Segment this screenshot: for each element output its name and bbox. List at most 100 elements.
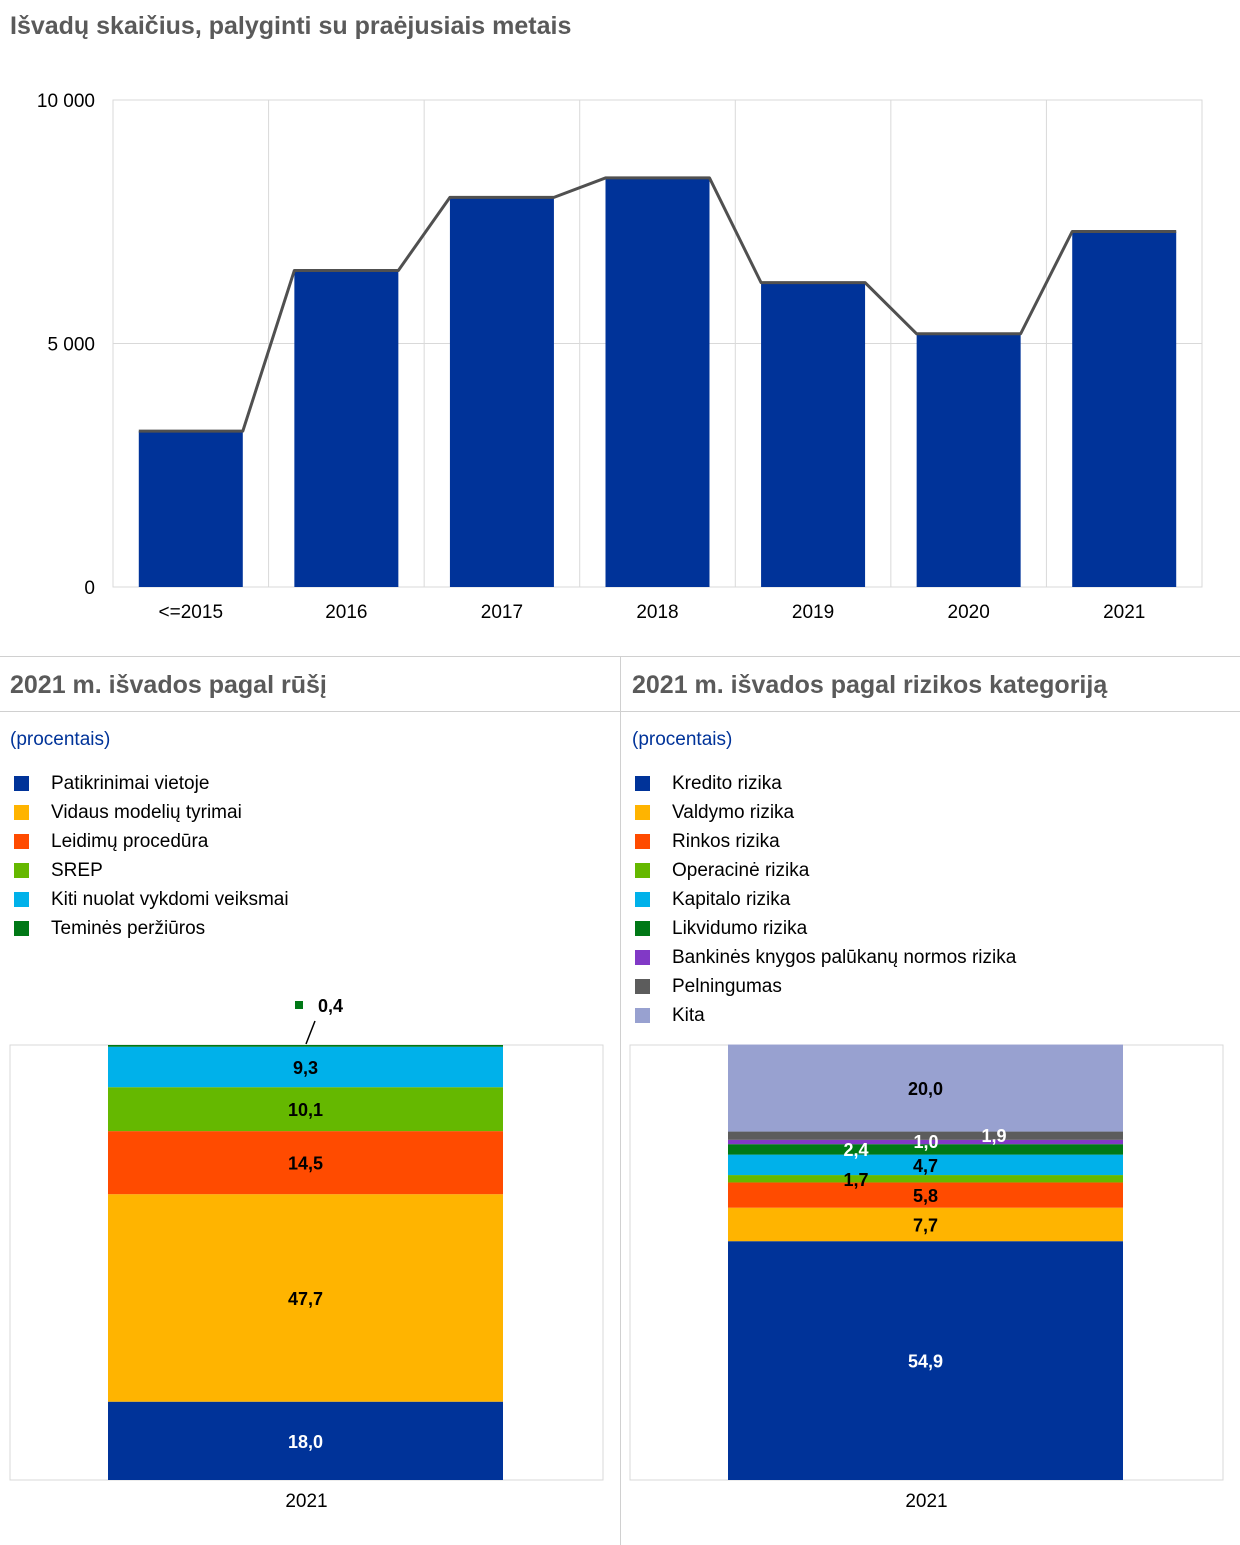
bar-2016 <box>294 270 399 587</box>
legend-label: Teminės peržiūros <box>51 917 206 939</box>
segment-srep <box>108 1087 503 1132</box>
label-marker <box>295 1001 303 1009</box>
bar-2017 <box>449 197 554 587</box>
bar-2021 <box>1072 231 1177 588</box>
legend-swatch <box>14 921 29 936</box>
data-label-kiti-nuolat-vykdomi-veiksmai: 9,3 <box>293 1058 318 1078</box>
legend-item-temines-perziuros: Teminės peržiūros <box>14 914 289 943</box>
segment-leidimu-procedura <box>108 1131 503 1195</box>
data-label-likvidumo-rizika: 2,4 <box>843 1140 868 1160</box>
x-tick-label: 2018 <box>636 602 678 623</box>
x-tick-label: 2017 <box>481 602 523 623</box>
segment-bankines-knygos-palukanu-normos-rizika <box>728 1139 1123 1145</box>
legend-swatch <box>635 921 650 936</box>
leader-line <box>305 1020 316 1045</box>
right-chart-title: 2021 m. išvados pagal rizikos kategoriją <box>632 671 1108 699</box>
legend-item-likvidumo-rizika: Likvidumo rizika <box>635 914 1016 943</box>
legend-swatch <box>635 1008 650 1023</box>
x-tick-label: 2021 <box>905 1491 947 1512</box>
title-underline-left <box>0 711 620 712</box>
y-tick-label: 5 000 <box>47 335 95 356</box>
left-stacked-bar-chart: 18,0 47,7 14,5 10,1 9,3 0,4 2021 <box>9 996 604 1512</box>
legend-item-kita: Kita <box>635 1001 1016 1030</box>
bar-2018 <box>605 177 710 588</box>
legend-swatch <box>635 863 650 878</box>
y-tick-label: 0 <box>84 578 95 599</box>
legend-item-kiti-nuolat-vykdomi-veiksmai: Kiti nuolat vykdomi veiksmai <box>14 885 289 914</box>
legend-swatch <box>635 892 650 907</box>
legend-swatch <box>635 979 650 994</box>
legend-label: Likvidumo rizika <box>672 917 808 939</box>
legend-swatch <box>635 834 650 849</box>
right-stacked-bar-chart: 54,9 7,7 5,8 1,7 4,7 2,4 1,0 1,9 20,0 2021 <box>629 1044 1224 1512</box>
data-label-kredito-rizika: 54,9 <box>908 1352 943 1372</box>
right-chart-subtitle: (procentais) <box>632 729 733 750</box>
segment-pelningumas <box>728 1131 1123 1140</box>
legend-item-rinkos-rizika: Rinkos rizika <box>635 827 1016 856</box>
top-chart-title: Išvadų skaičius, palyginti su praėjusiai… <box>10 12 572 40</box>
legend-swatch <box>14 892 29 907</box>
legend-item-leidimu-procedura: Leidimų procedūra <box>14 827 289 856</box>
segment-patikrinimai-vietoje <box>108 1401 503 1480</box>
data-label-pelningumas: 1,9 <box>981 1126 1006 1146</box>
segment-kita <box>728 1044 1123 1132</box>
x-tick-label: 2016 <box>325 602 367 623</box>
data-label-kita: 20,0 <box>908 1079 943 1099</box>
legend-label: Kredito rizika <box>672 772 782 794</box>
data-label-bankines-knygos-palukanu-normos-rizika: 1,0 <box>913 1132 938 1152</box>
data-label-operacine-rizika: 1,7 <box>843 1170 868 1190</box>
legend-label: Kapitalo rizika <box>672 888 791 910</box>
legend-swatch <box>14 805 29 820</box>
column-divider <box>620 656 621 1545</box>
x-tick-label: <=2015 <box>159 602 223 623</box>
left-chart-title: 2021 m. išvados pagal rūšį <box>10 671 327 699</box>
x-tick-label: 2019 <box>792 602 834 623</box>
segment-kredito-rizika <box>728 1241 1123 1480</box>
top-bar-chart: 0 5 000 10 000 <=2015 2016 2017 2018 2019 2020 20… <box>37 91 1203 623</box>
left-legend: Patikrinimai vietoje Vidaus modelių tyrim… <box>14 769 289 943</box>
legend-swatch <box>14 834 29 849</box>
legend-label: Kita <box>672 1004 705 1026</box>
segment-operacine-rizika <box>728 1175 1123 1183</box>
left-chart-subtitle: (procentais) <box>10 729 111 750</box>
bar-2015 <box>138 431 243 587</box>
legend-item-bankines-knygos-palukanu-normos-rizika: Bankinės knygos palūkanų normos rizika <box>635 943 1016 972</box>
legend-label: Leidimų procedūra <box>51 830 209 852</box>
data-label-srep: 10,1 <box>288 1100 323 1120</box>
bar-2019 <box>761 282 866 587</box>
legend-label: Rinkos rizika <box>672 830 780 852</box>
data-label-temines-perziuros: 0,4 <box>318 996 343 1016</box>
data-label-vidaus-modeliu-tyrimai: 47,7 <box>288 1289 323 1309</box>
segment-likvidumo-rizika <box>728 1144 1123 1155</box>
legend-item-kredito-rizika: Kredito rizika <box>635 769 1016 798</box>
segment-kapitalo-rizika <box>728 1154 1123 1176</box>
trend-line <box>138 176 1177 433</box>
data-label-rinkos-rizika: 5,8 <box>913 1186 938 1206</box>
legend-item-srep: SREP <box>14 856 289 885</box>
y-tick-label: 10 000 <box>37 91 95 112</box>
legend-swatch <box>635 805 650 820</box>
legend-item-kapitalo-rizika: Kapitalo rizika <box>635 885 1016 914</box>
title-underline-right <box>621 711 1240 712</box>
legend-swatch <box>14 776 29 791</box>
legend-item-valdymo-rizika: Valdymo rizika <box>635 798 1016 827</box>
bar-2020 <box>916 333 1021 587</box>
segment-rinkos-rizika <box>728 1182 1123 1208</box>
legend-swatch <box>14 863 29 878</box>
legend-item-vidaus-modeliu-tyrimai: Vidaus modelių tyrimai <box>14 798 289 827</box>
segment-kiti-nuolat-vykdomi-veiksmai <box>108 1046 503 1088</box>
legend-label: SREP <box>51 859 103 881</box>
x-tick-label: 2021 <box>285 1491 327 1512</box>
legend-label: Vidaus modelių tyrimai <box>51 801 242 823</box>
legend-item-pelningumas: Pelningumas <box>635 972 1016 1001</box>
right-legend: Kredito rizika Valdymo rizika Rinkos rizik… <box>635 769 1016 1030</box>
legend-item-operacine-rizika: Operacinė rizika <box>635 856 1016 885</box>
legend-swatch <box>635 950 650 965</box>
segment-valdymo-rizika <box>728 1207 1123 1242</box>
data-label-patikrinimai-vietoje: 18,0 <box>288 1432 323 1452</box>
legend-label: Pelningumas <box>672 975 782 997</box>
segment-temines-perziuros <box>108 1045 503 1047</box>
data-label-valdymo-rizika: 7,7 <box>913 1215 938 1235</box>
data-label-leidimu-procedura: 14,5 <box>288 1154 323 1174</box>
x-tick-label: 2021 <box>1103 602 1145 623</box>
